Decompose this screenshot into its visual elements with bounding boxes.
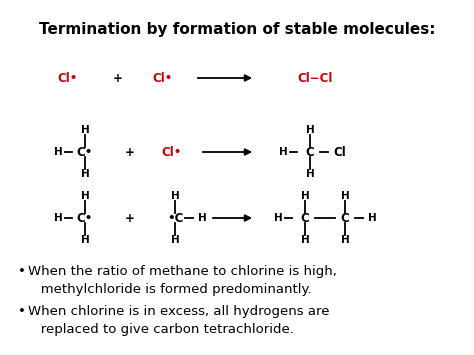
Text: When the ratio of methane to chlorine is high,: When the ratio of methane to chlorine is… [28, 265, 337, 278]
Text: H: H [171, 191, 179, 201]
Text: H: H [368, 213, 376, 223]
Text: C: C [341, 212, 349, 224]
Text: Termination by formation of stable molecules:: Termination by formation of stable molec… [39, 22, 435, 37]
Text: When chlorine is in excess, all hydrogens are: When chlorine is in excess, all hydrogen… [28, 305, 329, 318]
Text: C•: C• [77, 212, 93, 224]
Text: +: + [113, 71, 123, 84]
Text: H: H [54, 213, 63, 223]
Text: H: H [279, 147, 287, 157]
Text: +: + [125, 212, 135, 224]
Text: H: H [273, 213, 283, 223]
Text: •C: •C [167, 212, 183, 224]
Text: H: H [81, 235, 90, 245]
Text: Cl−Cl: Cl−Cl [297, 71, 333, 84]
Text: Cl•: Cl• [162, 146, 182, 158]
Text: H: H [198, 213, 206, 223]
Text: H: H [306, 125, 314, 135]
Text: H: H [301, 235, 310, 245]
Text: Cl•: Cl• [58, 71, 78, 84]
Text: Cl•: Cl• [153, 71, 173, 84]
Text: H: H [306, 169, 314, 179]
Text: H: H [341, 235, 349, 245]
Text: H: H [54, 147, 63, 157]
Text: H: H [341, 191, 349, 201]
Text: Cl: Cl [334, 146, 346, 158]
Text: H: H [81, 191, 90, 201]
Text: H: H [81, 125, 90, 135]
Text: +: + [125, 146, 135, 158]
Text: •: • [18, 305, 26, 318]
Text: C•: C• [77, 146, 93, 158]
Text: methylchloride is formed predominantly.: methylchloride is formed predominantly. [28, 283, 311, 296]
Text: H: H [81, 169, 90, 179]
Text: •: • [18, 265, 26, 278]
Text: H: H [301, 191, 310, 201]
Text: H: H [171, 235, 179, 245]
Text: C: C [301, 212, 310, 224]
Text: C: C [306, 146, 314, 158]
Text: replaced to give carbon tetrachloride.: replaced to give carbon tetrachloride. [28, 323, 294, 336]
